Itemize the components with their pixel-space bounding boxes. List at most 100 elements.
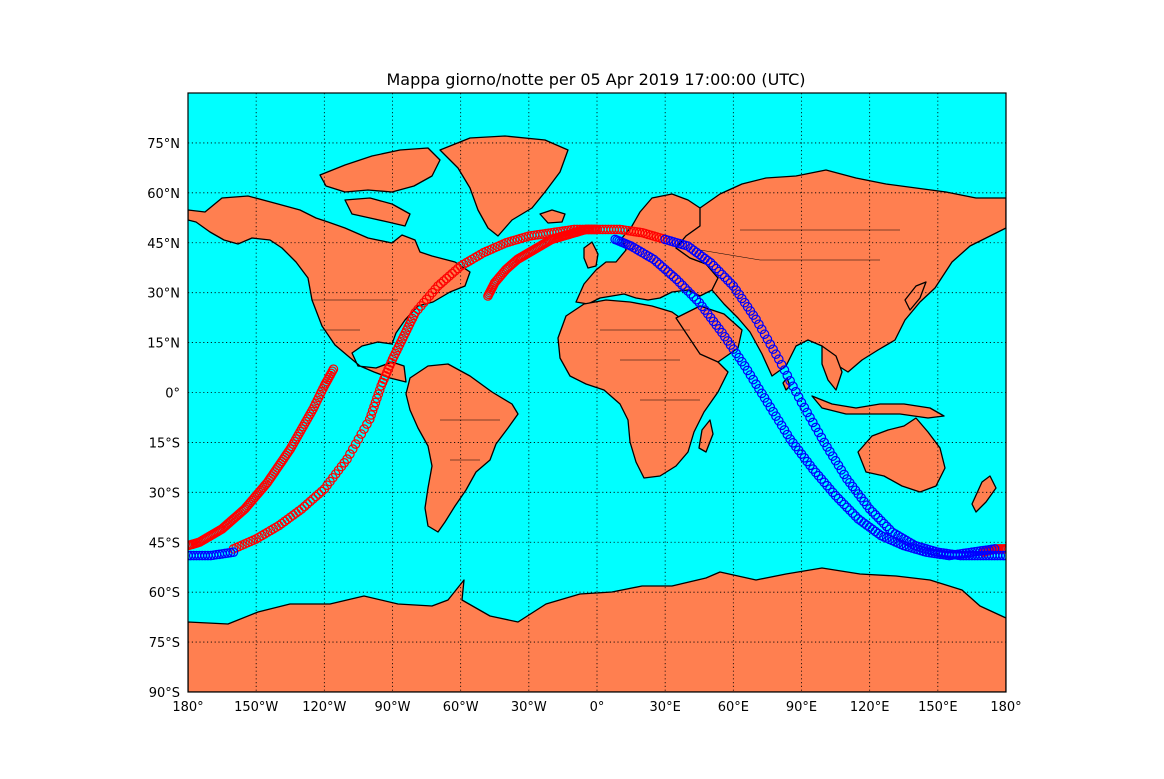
terminator-point	[720, 272, 730, 283]
terminator-point	[822, 480, 832, 491]
terminator-point	[702, 255, 713, 266]
terminator-point	[296, 504, 307, 514]
terminator-point	[345, 449, 355, 459]
terminator-point	[819, 477, 830, 488]
terminator-point	[592, 224, 602, 235]
terminator-point	[306, 406, 317, 417]
latitude-label: 75°S	[149, 636, 180, 651]
terminator-point	[413, 304, 423, 315]
terminator-point	[756, 324, 767, 335]
south-america-landmass	[405, 363, 519, 533]
terminator-point	[461, 257, 472, 268]
terminator-point	[302, 414, 313, 424]
terminator-point	[816, 432, 827, 443]
terminator-point	[799, 402, 810, 413]
terminator-point	[791, 386, 801, 397]
terminator-point	[651, 257, 662, 267]
terminator-point	[305, 496, 315, 507]
terminator-point	[796, 397, 807, 408]
longitude-label: 30°E	[650, 700, 681, 715]
terminator-point	[808, 464, 818, 474]
terminator-point	[472, 251, 483, 261]
terminator-point	[674, 277, 685, 288]
terminator-point	[802, 407, 812, 418]
terminator-point	[773, 354, 784, 365]
asia-landmass	[675, 169, 1006, 377]
terminator-point	[367, 406, 378, 416]
latitude-label: 30°S	[149, 486, 180, 501]
country-borders	[312, 229, 900, 461]
terminator-point	[373, 389, 384, 399]
terminator-point	[711, 263, 722, 274]
terminator-point	[303, 411, 314, 422]
longitude-label: 60°E	[718, 700, 749, 715]
latitude-label: 75°N	[147, 137, 180, 152]
terminator-point	[844, 505, 855, 516]
terminator-point	[833, 493, 844, 504]
longitude-label: 60°W	[443, 700, 479, 715]
terminator-point	[830, 490, 841, 501]
terminator-point	[873, 528, 883, 539]
terminator-point	[864, 504, 875, 514]
terminator-point	[896, 532, 906, 543]
longitude-label: 150°E	[918, 700, 958, 715]
terminator-point	[654, 259, 665, 270]
terminator-point	[759, 329, 770, 340]
terminator-point	[717, 269, 727, 280]
longitude-label: 0°	[590, 700, 605, 715]
terminator-point	[808, 417, 818, 428]
longitude-label: 180°	[172, 700, 203, 715]
terminator-point	[467, 254, 477, 265]
terminator-point	[353, 434, 364, 444]
terminator-point	[725, 278, 736, 288]
terminator-point	[810, 422, 821, 433]
terminator-point	[685, 289, 696, 299]
terminator-point	[847, 508, 858, 518]
longitude-label: 180°	[990, 700, 1021, 715]
terminator-point	[257, 530, 267, 541]
terminator-point	[776, 359, 787, 370]
terminator-point	[308, 494, 318, 504]
terminator-point	[640, 249, 651, 260]
terminator-point	[464, 256, 474, 266]
terminator-point	[629, 242, 639, 253]
terminator-point	[356, 429, 367, 439]
terminator-point	[410, 307, 421, 318]
terminator-point	[441, 273, 452, 284]
terminator-point	[708, 260, 719, 271]
terminator-point	[870, 509, 881, 520]
australia-landmass	[857, 417, 946, 493]
terminator-point	[816, 474, 827, 484]
terminator-point	[691, 294, 702, 305]
terminator-point	[299, 419, 310, 429]
terminator-point	[867, 507, 878, 517]
map-frame	[187, 92, 1007, 693]
terminator-point	[421, 294, 432, 305]
terminator-point	[291, 434, 301, 444]
latitude-label: 45°N	[147, 237, 180, 252]
terminator-point	[298, 421, 308, 432]
terminator-point	[458, 259, 469, 270]
terminator-point	[316, 486, 327, 497]
terminator-point	[475, 249, 486, 260]
terminator-point	[771, 349, 781, 360]
terminator-point	[295, 426, 305, 437]
latitude-label: 90°S	[149, 686, 180, 701]
latitude-label: 15°N	[147, 337, 180, 352]
terminator-point	[683, 286, 693, 296]
terminator-point	[793, 392, 804, 402]
terminator-point	[649, 254, 659, 265]
terminator-point	[643, 251, 653, 261]
terminator-point	[671, 274, 682, 285]
terminator-point	[359, 424, 369, 434]
terminator-point	[433, 281, 443, 291]
latitude-label: 30°N	[147, 287, 180, 302]
terminator-point	[447, 268, 457, 279]
terminator-point	[299, 501, 310, 512]
terminator-point	[418, 297, 429, 308]
great-britain-landmass	[583, 241, 599, 269]
terminator-point	[765, 339, 776, 350]
terminator-point	[637, 247, 648, 258]
longitude-label: 30°W	[511, 700, 547, 715]
